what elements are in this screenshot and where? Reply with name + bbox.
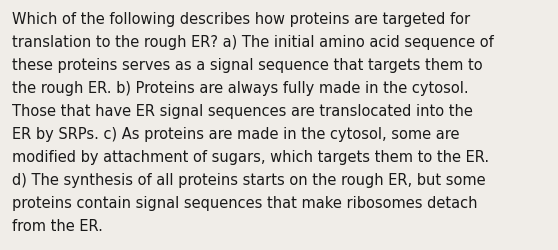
Text: modified by attachment of sugars, which targets them to the ER.: modified by attachment of sugars, which … xyxy=(12,150,489,164)
Text: from the ER.: from the ER. xyxy=(12,218,103,233)
Text: proteins contain signal sequences that make ribosomes detach: proteins contain signal sequences that m… xyxy=(12,195,478,210)
Text: ER by SRPs. c) As proteins are made in the cytosol, some are: ER by SRPs. c) As proteins are made in t… xyxy=(12,126,459,142)
Text: translation to the rough ER? a) The initial amino acid sequence of: translation to the rough ER? a) The init… xyxy=(12,35,494,50)
Text: Those that have ER signal sequences are translocated into the: Those that have ER signal sequences are … xyxy=(12,104,473,118)
Text: these proteins serves as a signal sequence that targets them to: these proteins serves as a signal sequen… xyxy=(12,58,483,73)
Text: d) The synthesis of all proteins starts on the rough ER, but some: d) The synthesis of all proteins starts … xyxy=(12,172,485,187)
Text: the rough ER. b) Proteins are always fully made in the cytosol.: the rough ER. b) Proteins are always ful… xyxy=(12,81,469,96)
Text: Which of the following describes how proteins are targeted for: Which of the following describes how pro… xyxy=(12,12,470,27)
